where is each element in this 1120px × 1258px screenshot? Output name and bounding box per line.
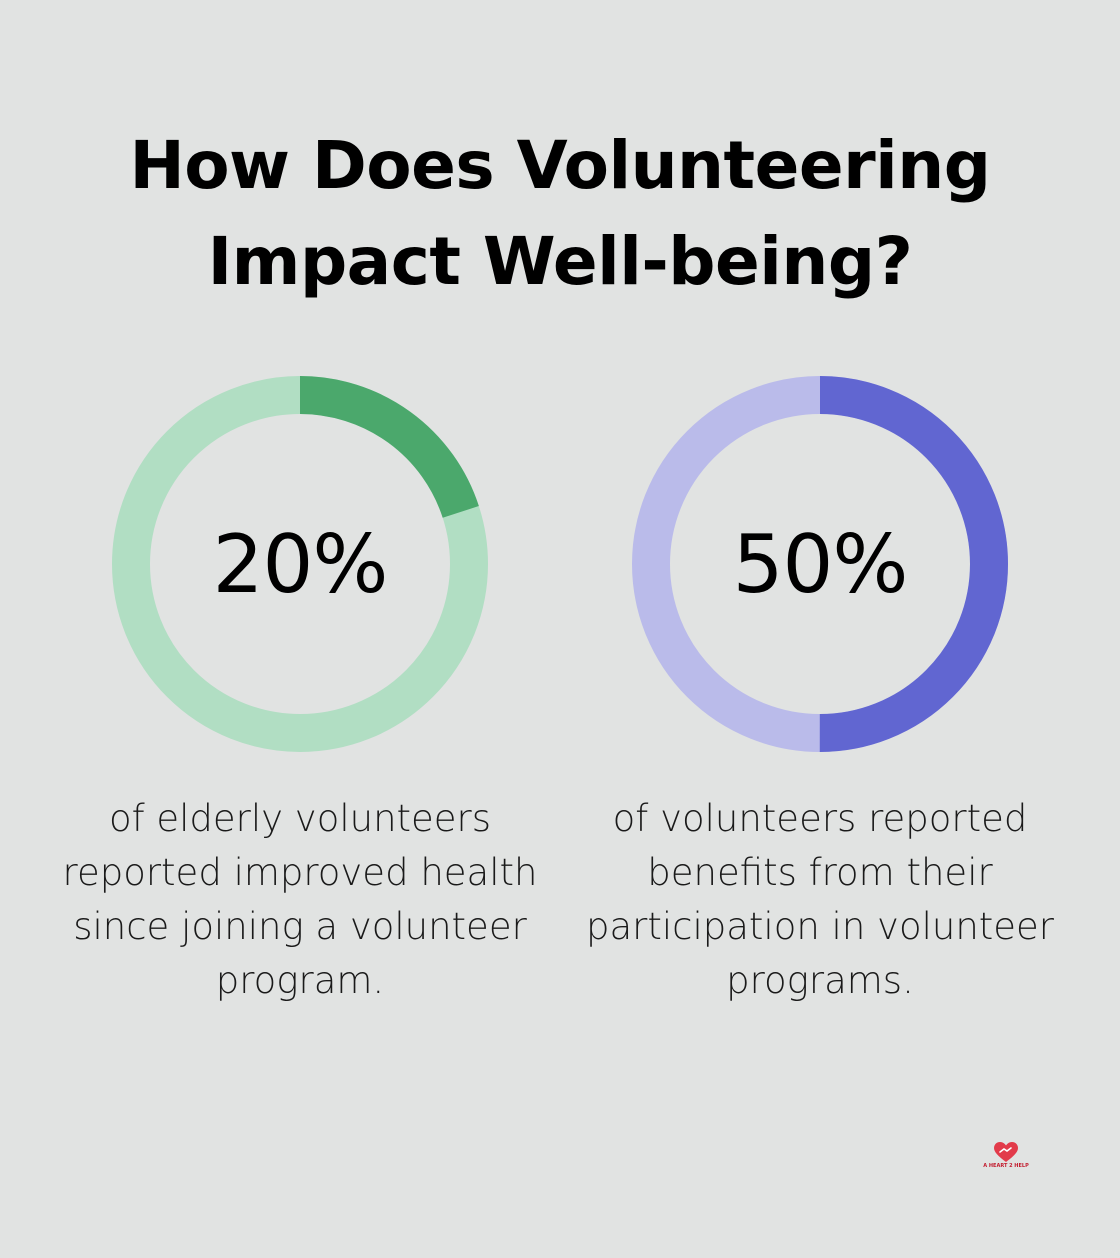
stat-description-volunteer-benefits: of volunteers reported benefits from the… (585, 797, 1055, 1002)
donut-value-label: 50% (732, 517, 909, 611)
brand-logo: A HEART 2 HELP (982, 1142, 1030, 1174)
title-line-1: How Does Volunteering (129, 127, 991, 204)
donut-chart-volunteer-benefits: 50% (630, 374, 1010, 754)
donut-svg (632, 376, 1008, 752)
logo-text: A HEART 2 HELP (983, 1163, 1029, 1169)
donut-value-arc (112, 376, 488, 752)
donut-value-label: 20% (212, 517, 389, 611)
title-line-2: Impact Well-being? (207, 223, 913, 300)
donut-svg (112, 376, 488, 752)
donut-value-arc (632, 376, 1008, 752)
stat-description-elderly-health: of elderly volunteers reported improved … (62, 797, 538, 1002)
donut-chart-elderly-health: 20% (110, 374, 490, 754)
heart-helping-hand-icon (994, 1142, 1018, 1162)
page-title: How Does Volunteering Impact Well-being? (60, 118, 1060, 310)
